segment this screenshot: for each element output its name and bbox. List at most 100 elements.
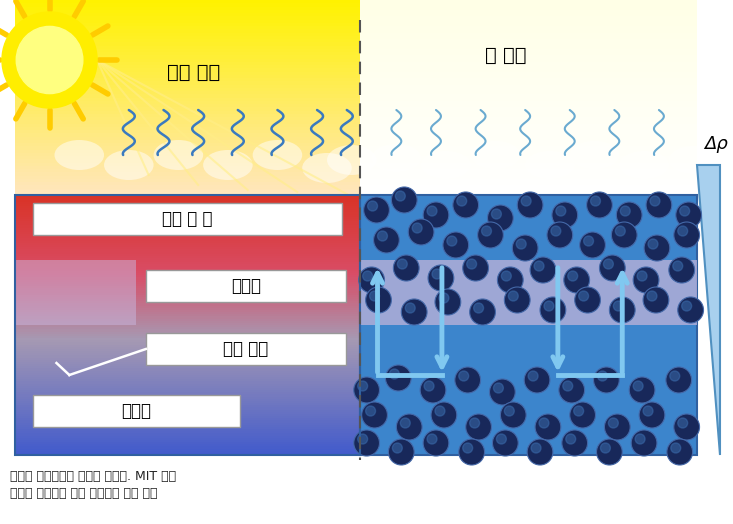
Bar <box>15 29 360 34</box>
Circle shape <box>447 236 457 246</box>
Circle shape <box>388 439 414 465</box>
Circle shape <box>487 205 513 231</box>
Bar <box>15 159 360 163</box>
Circle shape <box>427 206 437 216</box>
Circle shape <box>2 12 97 108</box>
Bar <box>15 166 360 170</box>
Bar <box>360 133 696 137</box>
Circle shape <box>465 414 491 440</box>
Bar <box>15 256 360 259</box>
Circle shape <box>603 259 614 269</box>
Circle shape <box>397 259 408 269</box>
Bar <box>15 338 360 341</box>
Bar <box>360 107 696 112</box>
Bar <box>15 340 360 343</box>
Bar <box>15 88 360 92</box>
Circle shape <box>591 196 600 206</box>
Bar <box>360 185 696 190</box>
Bar <box>360 6 696 11</box>
Circle shape <box>369 291 380 301</box>
Bar <box>15 321 360 324</box>
Circle shape <box>648 239 658 249</box>
Circle shape <box>524 367 550 393</box>
Bar <box>15 26 360 30</box>
Bar <box>15 420 360 423</box>
Bar <box>15 6 360 11</box>
Bar <box>15 136 360 141</box>
Bar <box>15 362 360 365</box>
Bar <box>15 162 360 167</box>
Circle shape <box>570 402 595 428</box>
Circle shape <box>423 202 449 228</box>
Bar <box>15 364 360 367</box>
Circle shape <box>594 367 619 393</box>
Circle shape <box>504 287 530 313</box>
Circle shape <box>389 369 399 379</box>
Circle shape <box>432 269 442 279</box>
Bar <box>15 297 360 300</box>
Circle shape <box>676 202 701 228</box>
Circle shape <box>361 402 388 428</box>
Circle shape <box>470 299 496 325</box>
Circle shape <box>540 297 566 323</box>
Circle shape <box>435 289 461 315</box>
Bar <box>15 225 360 228</box>
Circle shape <box>527 439 553 465</box>
Circle shape <box>644 235 670 261</box>
Circle shape <box>597 371 608 381</box>
Bar <box>360 88 696 92</box>
Circle shape <box>620 206 630 216</box>
Bar <box>15 449 360 452</box>
Bar <box>15 279 360 282</box>
Bar <box>15 84 360 89</box>
FancyBboxPatch shape <box>146 333 346 365</box>
Circle shape <box>566 434 575 444</box>
Bar <box>15 379 360 383</box>
Bar <box>15 314 360 318</box>
Bar <box>15 442 360 445</box>
Circle shape <box>666 367 692 393</box>
Bar <box>15 197 360 200</box>
Bar <box>15 36 360 40</box>
Bar <box>360 78 696 82</box>
Ellipse shape <box>327 145 377 175</box>
Circle shape <box>563 381 572 391</box>
FancyBboxPatch shape <box>33 395 240 427</box>
Bar <box>15 130 360 134</box>
Bar <box>360 97 696 102</box>
Circle shape <box>670 371 679 381</box>
Bar <box>15 232 360 235</box>
Bar <box>15 446 360 450</box>
Circle shape <box>501 271 512 281</box>
Circle shape <box>678 226 688 236</box>
Ellipse shape <box>619 151 668 179</box>
Bar <box>360 75 696 79</box>
Bar <box>360 146 696 150</box>
Circle shape <box>531 443 541 453</box>
Bar <box>15 0 360 4</box>
Circle shape <box>650 196 660 206</box>
Circle shape <box>374 227 399 253</box>
Bar <box>15 219 360 222</box>
Circle shape <box>564 267 589 293</box>
Circle shape <box>643 287 668 313</box>
Ellipse shape <box>302 153 352 183</box>
Bar <box>15 120 360 125</box>
Circle shape <box>392 443 402 453</box>
Bar <box>360 91 696 95</box>
Bar <box>15 414 360 417</box>
Bar <box>15 347 360 350</box>
Bar <box>360 169 696 173</box>
Circle shape <box>521 196 531 206</box>
Bar <box>15 397 360 400</box>
Circle shape <box>366 406 375 416</box>
Bar <box>15 71 360 76</box>
Bar <box>15 176 360 180</box>
Text: 햇빛과 자연대류 현상 이용하는 단순 구조: 햇빛과 자연대류 현상 이용하는 단순 구조 <box>10 487 158 500</box>
Bar <box>15 236 360 239</box>
Circle shape <box>679 206 690 216</box>
Bar <box>15 334 360 337</box>
Bar <box>15 409 360 413</box>
Bar <box>360 124 696 128</box>
Circle shape <box>358 267 384 293</box>
